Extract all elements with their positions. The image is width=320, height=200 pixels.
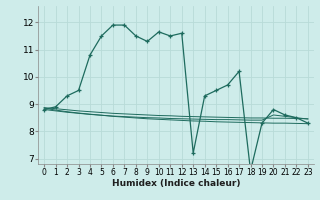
X-axis label: Humidex (Indice chaleur): Humidex (Indice chaleur)	[112, 179, 240, 188]
